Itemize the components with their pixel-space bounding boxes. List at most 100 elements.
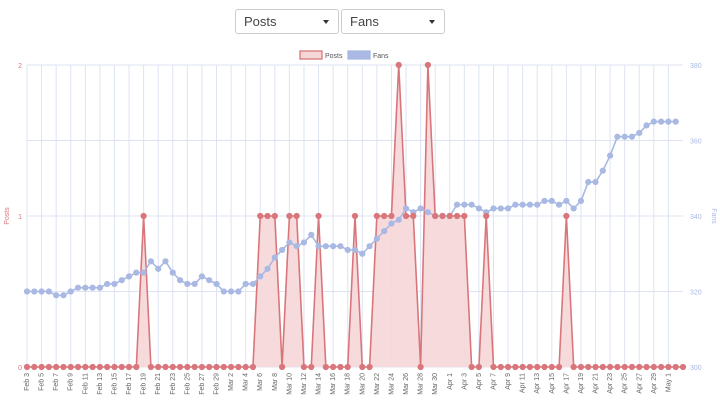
fans-point[interactable] (424, 209, 431, 216)
posts-point[interactable] (577, 363, 585, 371)
posts-point[interactable] (453, 212, 461, 220)
posts-point[interactable] (31, 363, 38, 371)
posts-point[interactable] (213, 363, 220, 371)
posts-point[interactable] (293, 212, 300, 220)
fans-point[interactable] (133, 269, 140, 276)
posts-point[interactable] (257, 212, 264, 220)
fans-point[interactable] (140, 269, 147, 276)
fans-point[interactable] (198, 273, 206, 280)
fans-point[interactable] (176, 277, 184, 284)
posts-point[interactable] (636, 363, 643, 371)
posts-point[interactable] (45, 363, 52, 371)
fans-point[interactable] (388, 220, 395, 227)
posts-point[interactable] (162, 363, 169, 371)
posts-point[interactable] (206, 363, 213, 371)
posts-point[interactable] (402, 212, 410, 220)
posts-point[interactable] (315, 212, 322, 220)
posts-point[interactable] (483, 212, 490, 220)
fans-point[interactable] (191, 280, 198, 288)
series-select[interactable]: Fans (341, 9, 445, 34)
posts-point[interactable] (359, 363, 366, 371)
fans-point[interactable] (504, 205, 512, 212)
fans-point[interactable] (118, 277, 125, 284)
fans-point[interactable] (519, 201, 526, 208)
fans-point[interactable] (184, 280, 191, 288)
fans-point[interactable] (395, 216, 402, 223)
posts-point[interactable] (133, 363, 140, 371)
posts-point[interactable] (23, 363, 31, 371)
fans-point[interactable] (111, 280, 118, 288)
posts-point[interactable] (344, 363, 351, 371)
posts-point[interactable] (555, 363, 563, 371)
legend-swatch-posts[interactable] (299, 50, 323, 60)
fans-point[interactable] (658, 118, 665, 125)
posts-point[interactable] (599, 363, 606, 371)
fans-point[interactable] (636, 129, 643, 137)
fans-point[interactable] (104, 280, 111, 288)
posts-point[interactable] (526, 363, 534, 371)
fans-point[interactable] (628, 133, 636, 140)
fans-point[interactable] (373, 235, 380, 242)
fans-point[interactable] (271, 254, 278, 261)
fans-point[interactable] (96, 284, 103, 291)
posts-point[interactable] (111, 363, 118, 371)
posts-point[interactable] (628, 363, 636, 371)
posts-point[interactable] (176, 363, 184, 371)
posts-point[interactable] (147, 363, 155, 371)
fans-point[interactable] (534, 201, 541, 208)
fans-point[interactable] (475, 205, 483, 212)
fans-point[interactable] (621, 133, 628, 140)
posts-point[interactable] (322, 363, 329, 371)
posts-point[interactable] (439, 212, 446, 220)
posts-point[interactable] (235, 363, 242, 371)
metric-select[interactable]: Posts (235, 9, 339, 34)
posts-point[interactable] (446, 212, 453, 220)
fans-point[interactable] (497, 205, 504, 212)
fans-point[interactable] (643, 122, 650, 129)
fans-point[interactable] (490, 205, 497, 212)
fans-point[interactable] (162, 258, 169, 265)
fans-point[interactable] (89, 284, 96, 291)
fans-point[interactable] (402, 205, 410, 212)
fans-point[interactable] (308, 231, 315, 238)
fans-point[interactable] (45, 288, 52, 295)
posts-point[interactable] (679, 363, 687, 371)
posts-point[interactable] (104, 363, 111, 371)
posts-point[interactable] (60, 363, 67, 371)
fans-point[interactable] (548, 197, 555, 204)
fans-point[interactable] (206, 277, 213, 284)
posts-point[interactable] (548, 363, 555, 371)
fans-point[interactable] (300, 239, 308, 246)
posts-point[interactable] (53, 363, 60, 371)
fans-point[interactable] (577, 197, 585, 204)
posts-point[interactable] (461, 212, 468, 220)
fans-point[interactable] (614, 133, 621, 140)
posts-point[interactable] (541, 363, 548, 371)
posts-point[interactable] (337, 363, 344, 371)
fans-point[interactable] (650, 118, 657, 125)
posts-point[interactable] (650, 363, 657, 371)
posts-point[interactable] (519, 363, 526, 371)
fans-point[interactable] (31, 288, 38, 295)
posts-point[interactable] (570, 363, 577, 371)
posts-point[interactable] (198, 363, 206, 371)
posts-point[interactable] (125, 363, 133, 371)
fans-point[interactable] (599, 167, 606, 174)
chart-legend[interactable]: Posts Fans (299, 50, 389, 60)
fans-point[interactable] (585, 178, 592, 186)
posts-point[interactable] (490, 363, 497, 371)
fans-point[interactable] (53, 292, 60, 299)
fans-point[interactable] (242, 280, 249, 288)
fans-point[interactable] (60, 292, 67, 299)
posts-point[interactable] (504, 363, 512, 371)
posts-point[interactable] (300, 363, 308, 371)
posts-point[interactable] (242, 363, 249, 371)
posts-point[interactable] (67, 363, 74, 371)
posts-point[interactable] (621, 363, 628, 371)
fans-point[interactable] (665, 118, 672, 125)
posts-point[interactable] (279, 363, 286, 371)
legend-label-fans[interactable]: Fans (373, 53, 389, 60)
legend-label-posts[interactable]: Posts (325, 53, 343, 60)
posts-point[interactable] (410, 212, 417, 220)
fans-point[interactable] (82, 284, 89, 291)
